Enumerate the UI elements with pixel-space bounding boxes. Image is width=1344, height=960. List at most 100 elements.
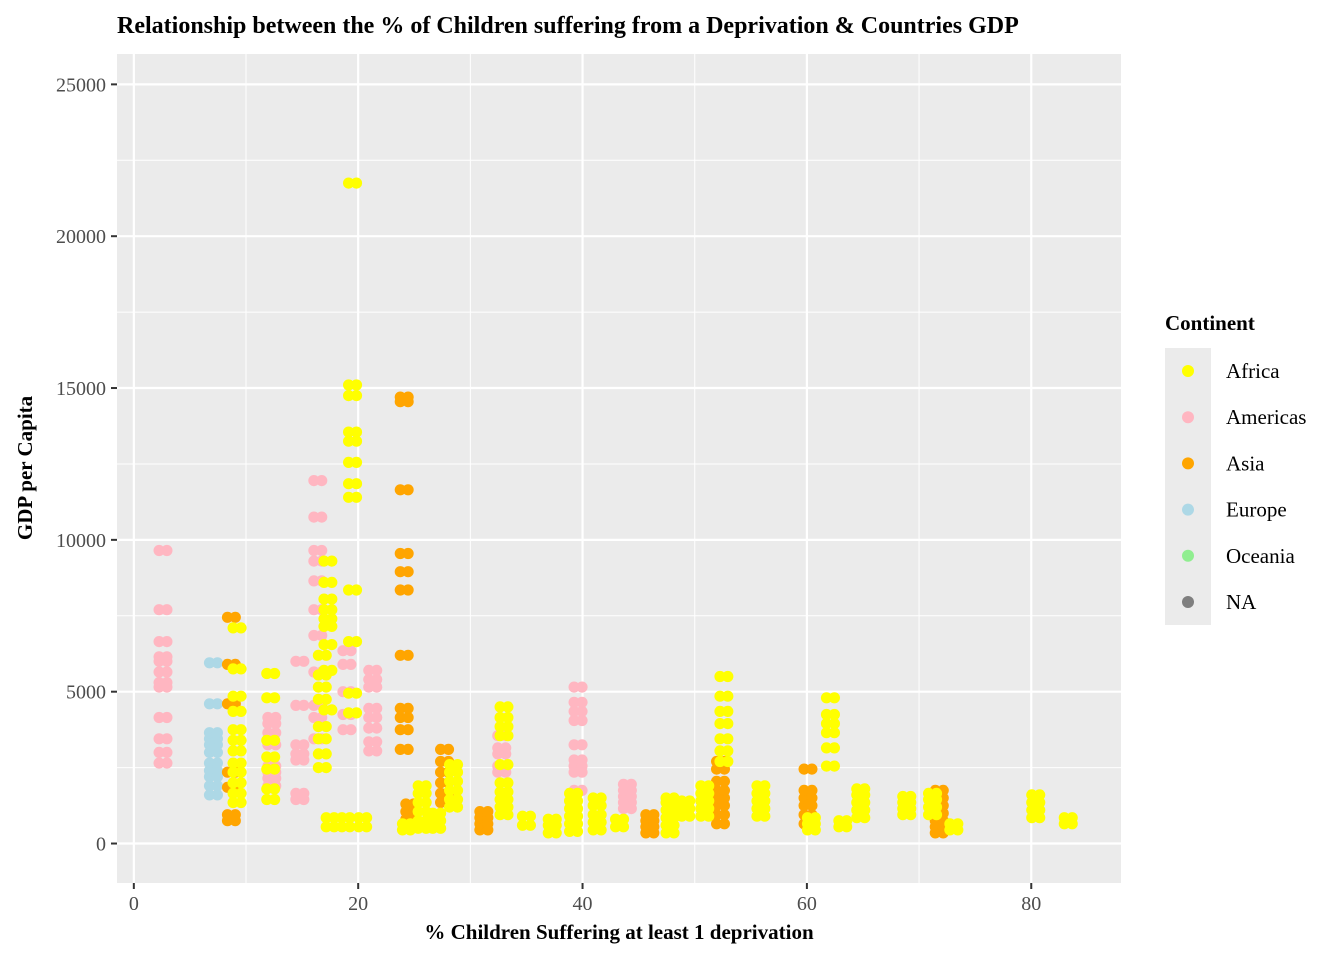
data-point: [290, 699, 302, 712]
x-axis: 0 20 40 60 80: [129, 883, 1041, 915]
data-point: [227, 705, 239, 718]
data-point: [235, 796, 247, 809]
data-point: [930, 787, 943, 800]
data-point: [371, 736, 383, 748]
data-point: [345, 645, 357, 657]
data-point: [851, 783, 863, 795]
series-africa: [227, 177, 1078, 839]
data-point: [718, 818, 731, 830]
data-point: [722, 718, 734, 730]
data-point: [952, 818, 964, 830]
data-point: [343, 478, 355, 490]
data-point: [261, 793, 273, 806]
data-point: [343, 435, 355, 447]
data-point: [798, 784, 810, 797]
data-point: [161, 757, 173, 769]
data-point: [648, 809, 660, 821]
y-tick-label: 20000: [56, 226, 106, 248]
data-point: [153, 711, 165, 724]
data-point: [308, 629, 320, 642]
data-point: [714, 705, 726, 718]
data-point: [722, 670, 734, 683]
data-point: [394, 584, 406, 596]
data-point: [229, 809, 241, 821]
data-point: [211, 657, 223, 669]
data-point: [576, 714, 588, 727]
data-point: [820, 692, 833, 704]
data-point: [402, 649, 414, 661]
data-point: [944, 818, 956, 830]
data-point: [153, 733, 165, 745]
data-point: [494, 730, 506, 742]
data-point: [402, 584, 414, 596]
data-point: [153, 746, 165, 759]
data-point: [312, 748, 324, 760]
data-point: [328, 821, 340, 833]
data-point: [320, 733, 332, 745]
data-point: [576, 705, 588, 718]
data-point: [363, 722, 375, 734]
data-point: [328, 812, 340, 824]
data-point: [571, 787, 584, 800]
data-point: [211, 789, 223, 801]
data-point: [227, 766, 239, 778]
data-point: [394, 484, 406, 496]
data-point: [343, 379, 355, 391]
data-point: [394, 743, 406, 756]
data-point: [320, 821, 332, 833]
data-point: [316, 629, 328, 642]
data-point: [161, 604, 173, 616]
data-point: [203, 780, 216, 792]
data-point: [695, 780, 707, 792]
data-point: [402, 711, 414, 724]
data-point: [820, 708, 833, 721]
data-point: [625, 778, 637, 790]
data-point: [312, 693, 324, 705]
data-point: [326, 576, 338, 589]
data-point: [337, 645, 349, 657]
data-point: [1026, 789, 1038, 801]
data-point: [714, 733, 726, 745]
data-point: [269, 667, 281, 680]
data-point: [261, 692, 273, 704]
data-point: [568, 705, 580, 718]
data-point: [211, 757, 223, 769]
data-point: [221, 611, 234, 623]
data-point: [759, 780, 771, 792]
data-point: [568, 696, 580, 708]
minor-gridlines: [117, 54, 1121, 883]
data-point: [806, 763, 818, 775]
legend-label-americas: Americas: [1226, 405, 1306, 429]
data-point: [371, 664, 383, 677]
data-point: [161, 677, 173, 689]
data-point: [714, 670, 726, 683]
data-point: [350, 379, 363, 391]
data-point: [318, 639, 330, 651]
y-tick-label: 25000: [56, 74, 106, 96]
data-point: [502, 721, 514, 733]
x-tick-label: 20: [348, 893, 368, 915]
data-point: [153, 651, 165, 663]
plot-panel: [117, 54, 1121, 883]
data-point: [494, 711, 506, 724]
data-point: [308, 475, 320, 487]
data-point: [394, 649, 406, 661]
data-point: [494, 759, 506, 771]
data-point: [718, 775, 731, 787]
data-point: [350, 456, 363, 468]
data-point: [435, 777, 447, 789]
data-point: [290, 787, 302, 800]
data-point: [568, 714, 580, 727]
legend-title: Continent: [1165, 311, 1255, 335]
data-point: [153, 757, 165, 769]
data-point: [290, 748, 302, 760]
data-point: [203, 727, 216, 739]
data-point: [474, 806, 486, 818]
data-point: [350, 435, 363, 447]
data-point: [343, 707, 355, 719]
data-point: [161, 711, 173, 724]
legend-swatch-americas: [1182, 411, 1194, 424]
data-point: [427, 807, 439, 819]
data-point: [841, 815, 853, 827]
